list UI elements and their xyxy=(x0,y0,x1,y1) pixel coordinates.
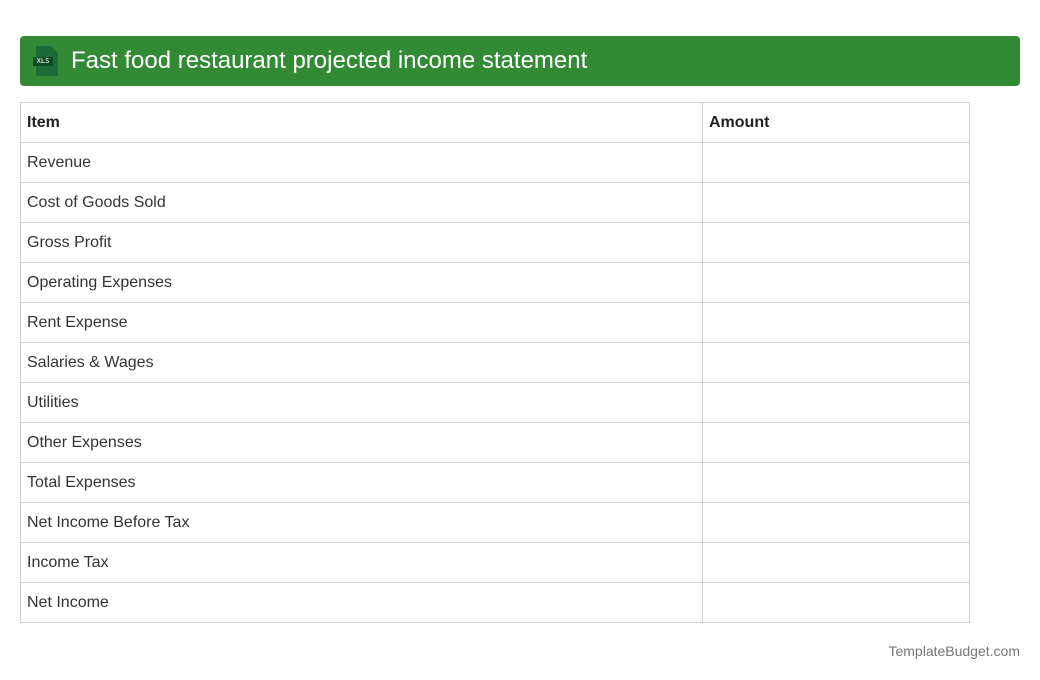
amount-cell[interactable] xyxy=(702,182,970,223)
table-row: Operating Expenses xyxy=(20,262,970,303)
item-cell: Gross Profit xyxy=(20,222,703,263)
amount-cell[interactable] xyxy=(702,462,970,503)
table-row: Other Expenses xyxy=(20,422,970,463)
item-cell: Cost of Goods Sold xyxy=(20,182,703,223)
table-row: Utilities xyxy=(20,382,970,423)
item-cell: Operating Expenses xyxy=(20,262,703,303)
table-row: Net Income Before Tax xyxy=(20,502,970,543)
amount-cell[interactable] xyxy=(702,502,970,543)
table-header-row: Item Amount xyxy=(20,102,970,143)
table-row: Revenue xyxy=(20,142,970,183)
amount-cell[interactable] xyxy=(702,262,970,303)
item-cell: Salaries & Wages xyxy=(20,342,703,383)
amount-cell[interactable] xyxy=(702,142,970,183)
table-row: Salaries & Wages xyxy=(20,342,970,383)
amount-cell[interactable] xyxy=(702,342,970,383)
table-row: Gross Profit xyxy=(20,222,970,263)
item-cell: Total Expenses xyxy=(20,462,703,503)
item-cell: Revenue xyxy=(20,142,703,183)
amount-cell[interactable] xyxy=(702,422,970,463)
xls-file-icon: XLS xyxy=(33,46,59,76)
item-cell: Net Income xyxy=(20,582,703,623)
table-row: Income Tax xyxy=(20,542,970,583)
amount-cell[interactable] xyxy=(702,542,970,583)
table-row: Net Income xyxy=(20,582,970,623)
column-header-amount: Amount xyxy=(702,102,970,143)
table-row: Rent Expense xyxy=(20,302,970,343)
item-cell: Income Tax xyxy=(20,542,703,583)
item-cell: Rent Expense xyxy=(20,302,703,343)
amount-cell[interactable] xyxy=(702,582,970,623)
amount-cell[interactable] xyxy=(702,302,970,343)
footer-brand: TemplateBudget.com xyxy=(888,643,1020,659)
amount-cell[interactable] xyxy=(702,222,970,263)
item-cell: Net Income Before Tax xyxy=(20,502,703,543)
item-cell: Other Expenses xyxy=(20,422,703,463)
income-statement-table: Item Amount Revenue Cost of Goods Sold Gro… xyxy=(20,102,970,623)
column-header-item: Item xyxy=(20,102,703,143)
item-cell: Utilities xyxy=(20,382,703,423)
page-title: Fast food restaurant projected income st… xyxy=(71,47,588,74)
table-row: Total Expenses xyxy=(20,462,970,503)
page-header: XLS Fast food restaurant projected incom… xyxy=(20,36,1020,86)
table-row: Cost of Goods Sold xyxy=(20,182,970,223)
amount-cell[interactable] xyxy=(702,382,970,423)
